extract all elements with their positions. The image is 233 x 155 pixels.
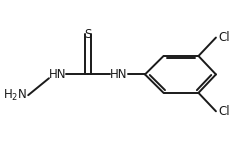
Text: H$_2$N: H$_2$N bbox=[3, 88, 27, 104]
Text: HN: HN bbox=[49, 68, 66, 81]
Text: Cl: Cl bbox=[218, 105, 230, 118]
Text: Cl: Cl bbox=[218, 31, 230, 44]
Text: S: S bbox=[85, 28, 92, 41]
Text: HN: HN bbox=[110, 68, 127, 81]
